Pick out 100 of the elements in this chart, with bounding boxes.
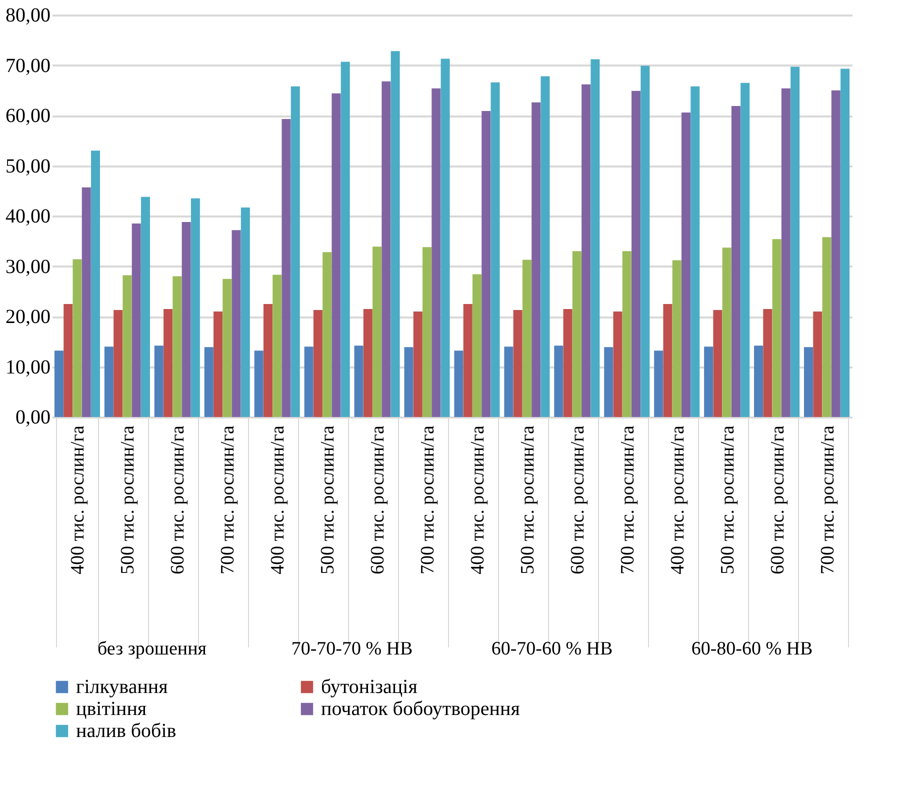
bar [740,82,750,417]
bar [132,224,141,417]
bar [822,237,832,417]
bar [91,150,100,417]
x-tick-label: 400 тис. рослин/га [68,424,89,574]
bar [64,304,73,417]
legend-label: налив бобів [76,720,176,742]
bar [704,346,714,417]
bar [72,259,82,417]
y-tick-label: 70,00 [6,54,50,77]
bar [432,88,441,417]
bar [363,308,372,417]
x-tick-label: 400 тис. рослин/га [268,424,289,574]
bar [54,350,64,417]
legend-label: цвітіння [76,698,147,720]
bar [713,310,722,417]
bar [781,88,790,417]
bar [532,102,541,417]
text: без зрошення [98,638,207,660]
x-tick-label: 500 тис. рослин/га [118,424,139,574]
x-tick-label: 400 тис. рослин/га [467,424,488,574]
legend-label: гілкування [76,676,168,698]
bar [332,93,341,417]
x-tick-label: 600 тис. рослин/га [368,424,389,574]
x-tick-label: 500 тис. рослин/га [717,424,738,574]
bar [282,119,291,417]
x-tick-label: 700 тис. рослин/га [817,424,838,574]
y-tick-label: 0,00 [16,406,50,428]
bar [472,274,482,417]
y-tick-label: 60,00 [6,105,50,127]
y-tick-label: 20,00 [6,306,50,328]
y-tick-label: 50,00 [6,155,50,178]
bar [754,346,764,417]
bar [554,346,564,417]
bar [522,260,532,417]
bar [390,51,400,417]
bar [340,62,350,417]
bar [632,90,641,417]
bar [204,347,214,417]
text: 60-80-60 % НВ [691,638,813,660]
bar [582,84,591,417]
bar [164,308,173,417]
bar [482,110,491,417]
bar [82,187,91,417]
bar [722,248,732,417]
bar [140,196,150,417]
bar [490,82,500,417]
bar [840,68,850,417]
bar [640,66,650,417]
y-tick-label: 40,00 [6,206,50,228]
bar [190,198,200,417]
x-tick-label: 400 тис. рослин/га [667,424,688,574]
bar [681,112,690,417]
bar [790,66,800,417]
bar [440,58,450,417]
bar [572,251,582,417]
bar [422,247,432,417]
bar [772,239,782,417]
bar [240,207,250,417]
bar [172,276,182,417]
bar [654,350,664,417]
bar [154,346,164,417]
x-tick-label: 700 тис. рослин/га [218,424,239,574]
bar [313,310,322,417]
bar [372,246,382,417]
bar [813,311,822,417]
bar [454,350,464,417]
bar [690,86,700,417]
bar [214,311,223,417]
text: 70-70-70 % НВ [291,638,413,660]
bar [590,59,600,417]
bar [613,311,622,417]
bar [104,346,114,417]
x-tick-label: 600 тис. рослин/га [767,424,788,574]
bar [672,260,682,417]
bar [831,90,840,417]
bar [731,106,740,417]
bar [290,86,300,417]
bar [232,230,241,417]
x-tick-label: 500 тис. рослин/га [517,424,538,574]
bar [763,308,772,417]
bar [272,274,282,417]
bar [463,304,472,417]
text: 60-70-60 % НВ [491,638,613,660]
bar [114,310,123,417]
bar [504,346,514,417]
bar [322,252,332,417]
bar [263,304,272,417]
x-tick-label: 600 тис. рослин/га [168,424,189,574]
bar [122,275,132,417]
bar [540,76,550,417]
bar [563,308,572,417]
legend-label: бутонізація [321,676,418,698]
legend-label: початок бобоутворення [321,698,520,720]
x-tick-label: 700 тис. рослин/га [617,424,638,574]
bar [222,278,232,417]
y-tick-label: 80,00 [6,4,50,26]
bar [804,347,813,417]
x-tick-label: 500 тис. рослин/га [318,424,339,574]
bar [382,81,391,417]
